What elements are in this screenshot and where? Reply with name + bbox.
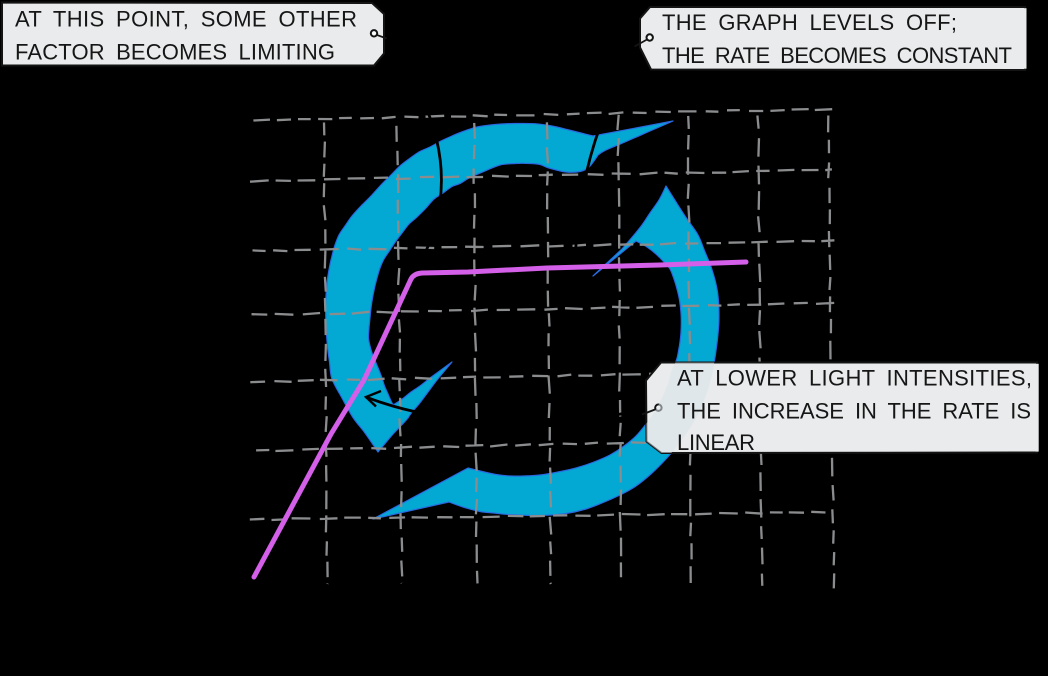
- svg-text:AT THIS POINT, SOME OTHER: AT THIS POINT, SOME OTHER: [15, 7, 357, 32]
- svg-text:FACTOR BECOMES LIMITING: FACTOR BECOMES LIMITING: [15, 40, 335, 65]
- svg-text:THE GRAPH LEVELS OFF;: THE GRAPH LEVELS OFF;: [662, 10, 957, 35]
- svg-text:LINEAR: LINEAR: [677, 430, 755, 455]
- svg-text:THE RATE BECOMES CONSTANT: THE RATE BECOMES CONSTANT: [662, 43, 1012, 68]
- svg-text:THE INCREASE IN THE RATE IS: THE INCREASE IN THE RATE IS: [677, 399, 1031, 424]
- svg-text:AT LOWER LIGHT INTENSITIES,: AT LOWER LIGHT INTENSITIES,: [677, 366, 1032, 391]
